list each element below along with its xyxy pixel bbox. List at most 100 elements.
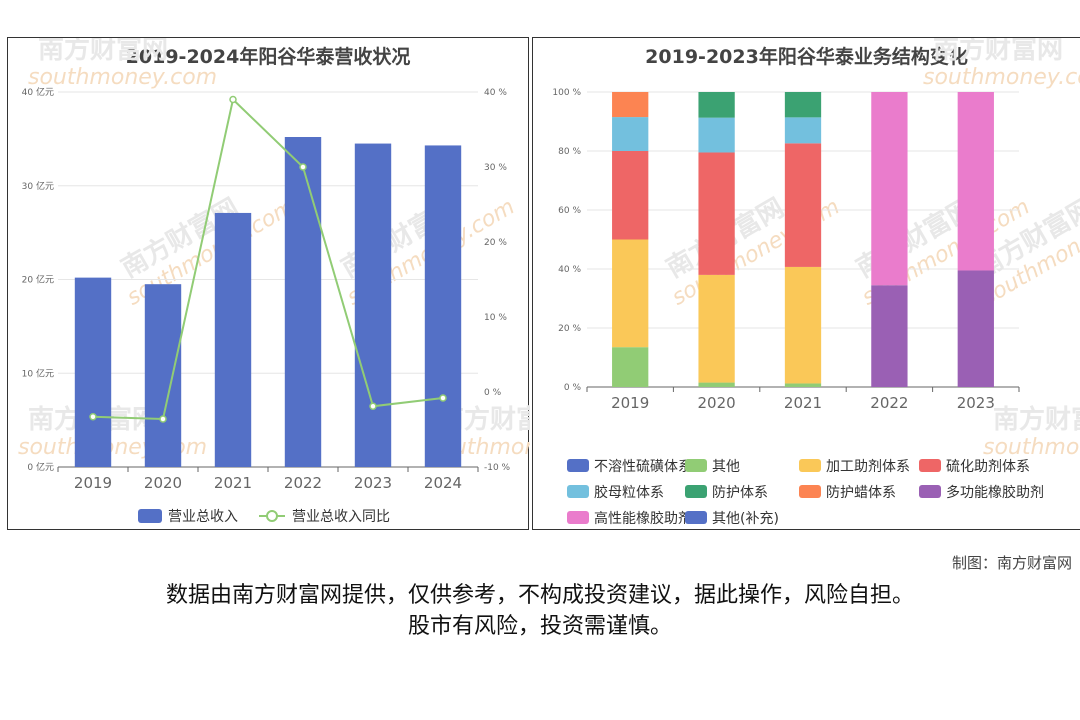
stacked-bar-segment	[612, 239, 649, 348]
legend-swatch	[919, 459, 941, 472]
revenue-bar	[144, 284, 182, 467]
legend-line-marker	[266, 510, 278, 522]
legend-label: 防护蜡体系	[826, 485, 896, 501]
disclaimer-line-2: 股市有风险，投资需谨慎。	[407, 614, 672, 639]
stacked-bar-segment	[698, 152, 735, 275]
legend-label: 多功能橡胶助剂	[946, 484, 1044, 501]
y-tick-label: 40 %	[558, 265, 581, 275]
y-left-tick-label: 20 亿元	[22, 274, 54, 286]
structure-chart-panel: 2019-2023年阳谷华泰业务结构变化 南方财富网southmoney.com…	[532, 37, 1080, 530]
legend-label: 防护体系	[712, 485, 768, 501]
legend-label: 高性能橡胶助剂	[594, 510, 692, 527]
y-tick-label: 60 %	[558, 206, 581, 216]
x-tick-label: 2020	[698, 394, 736, 412]
legend-label: 其他	[712, 459, 740, 475]
watermark-sub: southmoney.com	[28, 65, 217, 90]
stacked-bar-segment	[698, 117, 735, 153]
legend-swatch	[567, 459, 589, 472]
legend-swatch	[567, 485, 589, 498]
legend-label: 其他(补充)	[712, 511, 779, 527]
stacked-bar-segment	[957, 92, 994, 271]
y-right-tick-label: 30 %	[484, 163, 507, 173]
y-right-tick-label: -10 %	[484, 463, 511, 473]
structure-chart-title: 2019-2023年阳谷华泰业务结构变化	[645, 46, 968, 68]
y-left-tick-label: 40 亿元	[22, 86, 54, 98]
legend-swatch	[919, 485, 941, 498]
stacked-bar-segment	[784, 266, 822, 384]
watermark-sub: southmoney.com	[983, 435, 1080, 460]
revenue-bar	[74, 277, 112, 467]
watermark-text: 南方财富网	[38, 38, 168, 65]
x-tick-label: 2021	[214, 474, 252, 492]
x-tick-label: 2024	[424, 474, 462, 492]
y-tick-label: 0 %	[564, 383, 582, 393]
stacked-bar-segment	[698, 274, 735, 383]
structure-chart-svg: 南方财富网southmoney.com南方财富网southmoney.com南方…	[552, 38, 1080, 527]
x-tick-label: 2021	[784, 394, 822, 412]
y-tick-label: 80 %	[558, 147, 581, 157]
x-tick-label: 2023	[354, 474, 392, 492]
legend-label: 加工助剂体系	[826, 459, 910, 475]
legend-label: 胶母粒体系	[594, 484, 664, 501]
stacked-bar-segment	[784, 143, 822, 267]
stacked-bar-segment	[784, 117, 822, 144]
watermark-text: 南方财富网	[993, 404, 1080, 435]
yoy-point	[89, 413, 97, 421]
y-left-tick-label: 10 亿元	[22, 367, 54, 379]
legend-swatch	[799, 485, 821, 498]
stacked-bar-segment	[698, 92, 735, 118]
y-right-tick-label: 0 %	[484, 388, 502, 398]
x-tick-label: 2022	[870, 394, 908, 412]
stacked-bar-segment	[871, 92, 908, 286]
yoy-point	[299, 163, 307, 171]
legend-label: 营业总收入同比	[292, 509, 390, 525]
x-tick-label: 2019	[74, 474, 112, 492]
legend-swatch	[685, 459, 707, 472]
stacked-bar-segment	[612, 347, 649, 387]
watermark-sub: southmoney.com	[923, 65, 1080, 90]
y-right-tick-label: 20 %	[484, 238, 507, 248]
yoy-point	[229, 95, 237, 104]
x-tick-label: 2022	[284, 474, 322, 492]
legend-swatch	[799, 459, 821, 472]
legend-swatch	[685, 511, 707, 524]
disclaimer-line-1: 数据由南方财富网提供，仅供参考，不构成投资建议，据此操作，风险自担。	[165, 583, 914, 608]
legend-label: 硫化助剂体系	[946, 459, 1030, 475]
legend-swatch	[685, 485, 707, 498]
legend-label: 不溶性硫磺体系	[594, 459, 692, 475]
stacked-bar-segment	[698, 382, 735, 387]
credit-text: 制图：南方财富网	[951, 554, 1072, 572]
yoy-point	[159, 415, 167, 423]
stacked-bar-segment	[871, 285, 908, 387]
disclaimer: 数据由南方财富网提供，仅供参考，不构成投资建议，据此操作，风险自担。 股市有风险…	[0, 580, 1080, 642]
x-tick-label: 2019	[611, 394, 649, 412]
yoy-point	[439, 394, 447, 402]
y-right-tick-label: 10 %	[484, 313, 507, 323]
yoy-point	[369, 402, 377, 410]
revenue-bar	[424, 145, 462, 467]
x-tick-label: 2020	[144, 474, 182, 492]
watermark-text: 南方财富网	[933, 38, 1063, 65]
stacked-bar-segment	[784, 92, 822, 118]
stacked-bar-segment	[612, 117, 649, 151]
stacked-bar-segment	[957, 270, 994, 387]
stacked-bar-segment	[784, 383, 822, 387]
revenue-chart-title: 2019-2024年阳谷华泰营收状况	[125, 46, 411, 68]
revenue-bar	[354, 143, 392, 467]
stacked-bar-segment	[612, 92, 649, 118]
y-left-tick-label: 30 亿元	[22, 180, 54, 192]
yoy-line	[92, 97, 444, 421]
legend-bar-swatch	[138, 509, 162, 523]
y-right-tick-label: 40 %	[484, 88, 507, 98]
y-tick-label: 100 %	[552, 88, 581, 98]
revenue-bar	[214, 212, 252, 467]
revenue-chart-panel: 2019-2024年阳谷华泰营收状况 南方财富网 southmoney.com 南方…	[7, 37, 530, 530]
stacked-bar-segment	[612, 151, 649, 240]
y-tick-label: 20 %	[558, 324, 581, 334]
revenue-bar	[284, 137, 322, 467]
legend-label: 营业总收入	[168, 509, 238, 525]
x-tick-label: 2023	[957, 394, 995, 412]
legend-swatch	[567, 511, 589, 524]
y-left-tick-label: 0 亿元	[27, 461, 54, 473]
